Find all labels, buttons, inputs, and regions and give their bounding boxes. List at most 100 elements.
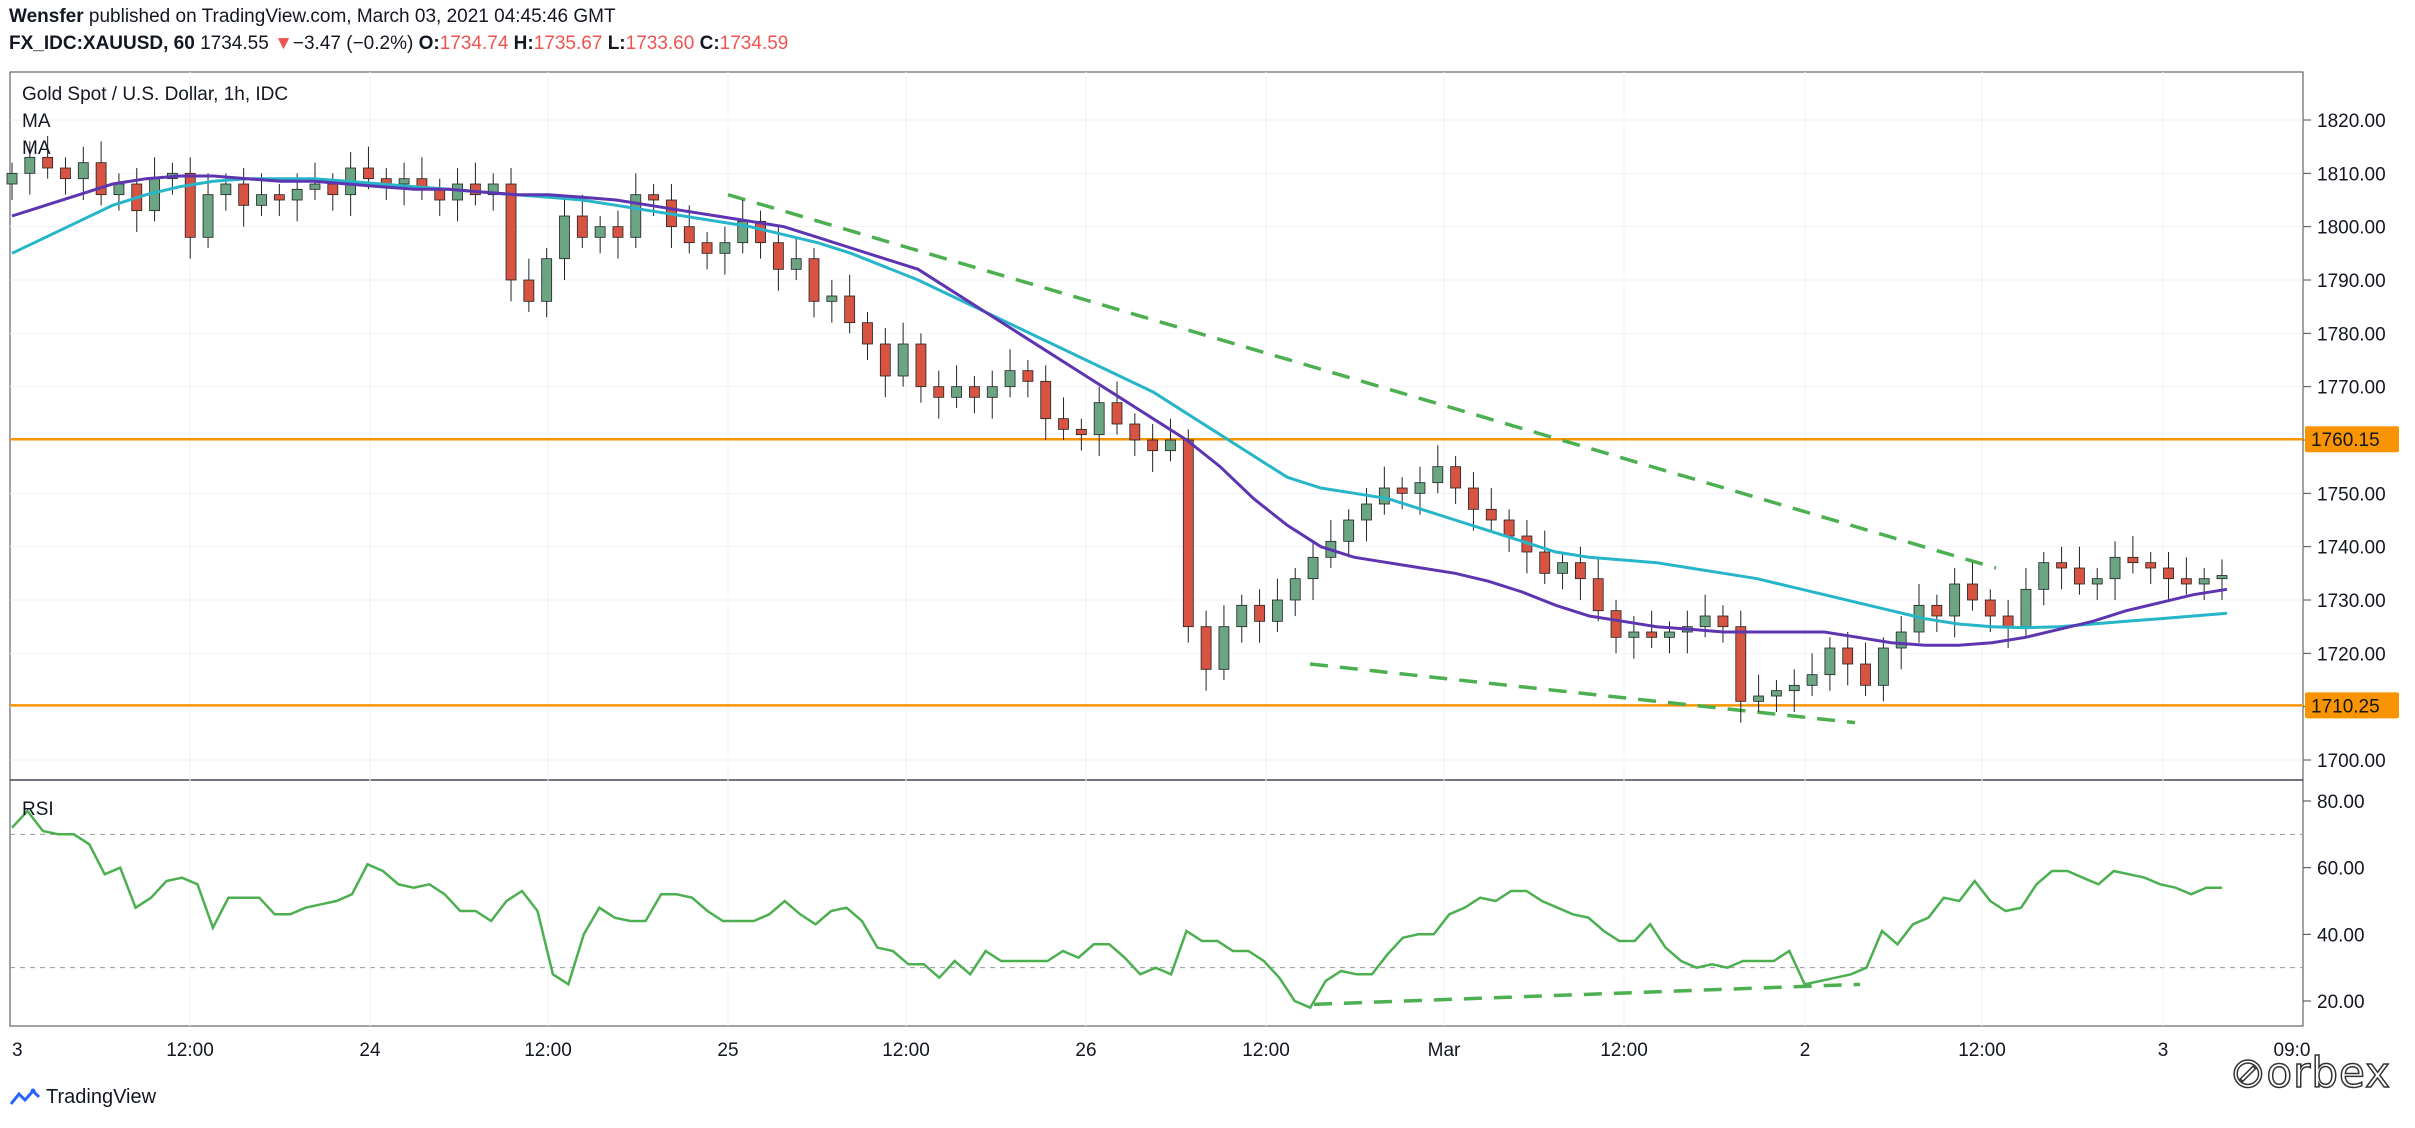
candle-body [95,162,107,196]
trend-lines[interactable] [727,192,1997,1007]
candle-body [1468,487,1479,510]
level-price-tag [2305,692,2399,719]
candle-body [576,215,588,238]
time-tick-label: 3 [12,1040,23,1060]
rsi-label[interactable]: RSI [22,799,54,820]
price-tick-label: 1790.00 [2317,271,2386,292]
candle-body [897,343,909,377]
candle-body [951,386,962,398]
time-tick-label: 09:0 [2274,1040,2311,1060]
price-tick-label: 1700.00 [2317,751,2386,772]
price-tick-label: 1770.00 [2317,378,2386,399]
candle-body [1610,610,1622,638]
low-value: 1733.60 [625,33,695,54]
candle-body [24,156,36,174]
candle-body [1254,604,1265,622]
price-tick-label: 1750.00 [2317,484,2386,505]
candle-body [969,386,980,398]
author-name[interactable]: Wensfer [9,6,84,27]
price-tick-label: 1820.00 [2317,111,2386,132]
candle-body [1824,647,1836,676]
candle-body [1877,647,1889,686]
candle-body [559,215,570,260]
candle-body [772,242,784,270]
candle-body [1753,695,1765,702]
candle-body [469,183,481,196]
candle-body [1396,487,1408,494]
candle-body [238,183,250,206]
candle-body [1949,583,1961,617]
price-tick-label: 1810.00 [2317,164,2386,185]
candle-body [808,258,820,302]
candle-body [1040,380,1052,420]
last-price: 1734.55 [200,33,269,54]
candle-body [612,226,624,238]
time-tick-label: 12:00 [166,1040,214,1060]
candle-body [630,194,642,238]
candle-body [1895,631,1907,649]
candle-body [1361,503,1372,521]
candle-body [452,183,463,201]
candle-body [1967,583,1978,601]
price-trend-line[interactable] [727,192,1997,570]
chart-canvas[interactable]: 1700.001710.001720.001730.001740.001750.… [0,0,2415,1060]
horizontal-levels[interactable] [10,437,2303,707]
tradingview-logo-icon [10,1088,40,1105]
rsi-tick-label: 60.00 [2317,859,2365,880]
candle-body [434,188,446,201]
candle-body [1272,599,1283,622]
tradingview-brand[interactable]: TradingView [10,1086,156,1109]
time-tick-label: 12:00 [1958,1040,2006,1060]
candle-body [1147,439,1159,452]
time-tick-label: 12:00 [1600,1040,1648,1060]
ma-slow-label[interactable]: MA [22,138,51,159]
candle-body [1503,519,1515,537]
ma-fast-line [11,174,2228,647]
candle-body [933,386,945,398]
candle-body [113,183,125,196]
rsi-series [11,809,2222,1010]
price-axes[interactable]: 1700.001710.001720.001730.001740.001750.… [12,111,2399,1060]
candle-body [273,194,285,201]
candle-body [309,183,321,190]
candle-body [1788,684,1800,692]
candle-body [844,295,856,324]
open-value: 1734.74 [439,33,509,54]
candle-body [2163,567,2174,580]
publish-text: published on TradingView.com, March 03, … [88,6,616,27]
candle-body [1450,466,1462,489]
rsi-trend-line[interactable] [1313,982,1861,1007]
candle-body [1165,439,1176,452]
candle-body [291,188,303,201]
chart-grid [10,72,2303,1026]
high-label: H: [513,33,534,54]
time-tick-label: 26 [1075,1040,1096,1060]
candle-body [790,258,802,270]
candle-body [1111,402,1123,425]
time-tick-label: 12:00 [882,1040,930,1060]
orbex-logo-icon: ⊘ [2229,1047,2267,1098]
symbol-label: FX_IDC:XAUUSD, 60 [9,33,195,54]
time-tick-label: 12:00 [1242,1040,1290,1060]
candle-body [1842,647,1854,665]
candle-body [1075,428,1087,436]
price-tick-label: 1720.00 [2317,644,2386,665]
ma-fast-label[interactable]: MA [22,111,51,132]
level-price-label: 1760.15 [2311,430,2380,451]
level-price-tag [2305,426,2399,453]
candle-body [683,226,695,244]
candle-body [1414,482,1426,494]
level-price-label: 1710.25 [2311,696,2380,717]
candle-body [2038,562,2050,590]
orbex-logo: ⊘orbex [2229,1047,2391,1098]
close-label: C: [699,33,720,54]
candle-body [2056,562,2067,569]
candle-body [1735,626,1747,702]
candle-body [60,167,71,180]
candle-body [1022,370,1034,382]
candle-body [1984,599,1996,617]
price-trend-line[interactable] [1309,662,1856,725]
candle-body [594,226,606,238]
high-value: 1735.67 [533,33,603,54]
candle-body [220,183,232,196]
